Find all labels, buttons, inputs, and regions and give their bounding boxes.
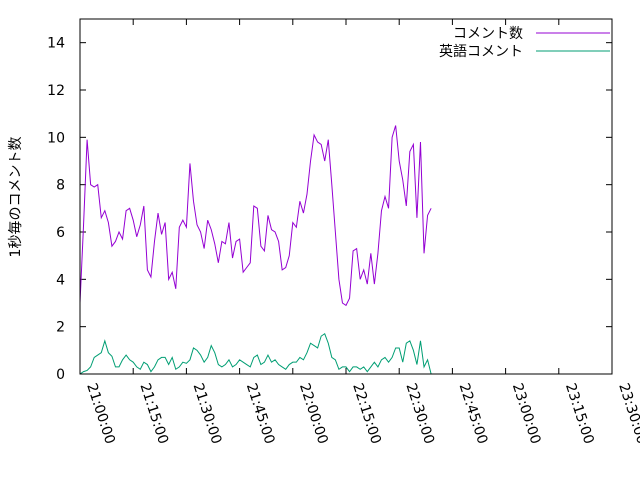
legend-label: コメント数 — [453, 26, 523, 42]
y-tick-label: 12 — [47, 83, 65, 99]
series-lines — [79, 125, 432, 375]
y-tick-label: 14 — [47, 36, 65, 52]
x-tick-label: 21:45:00 — [243, 381, 278, 446]
x-tick-label: 23:15:00 — [562, 381, 597, 446]
y-tick-label: 8 — [56, 178, 65, 194]
x-tick-label: 22:00:00 — [296, 381, 331, 446]
y-tick-label: 0 — [56, 367, 65, 383]
series-line — [79, 333, 432, 375]
y-tick-label: 4 — [56, 272, 65, 288]
x-tick-label: 21:30:00 — [190, 381, 225, 446]
x-tick-label: 22:30:00 — [402, 381, 437, 446]
x-tick-label: 23:00:00 — [509, 381, 544, 446]
x-tick-label: 22:45:00 — [456, 381, 491, 446]
x-tick-label: 22:15:00 — [349, 381, 384, 446]
y-tick-label: 10 — [47, 130, 65, 146]
y-tick-label: 2 — [56, 320, 65, 336]
plot-frame — [79, 18, 613, 375]
legend-label: 英語コメント — [439, 43, 523, 60]
x-tick-label: 23:30:00 — [615, 381, 640, 446]
y-tick-label: 6 — [56, 225, 65, 241]
x-tick-label: 21:15:00 — [136, 381, 171, 446]
series-line — [79, 125, 432, 307]
y-axis-label: 1秒毎のコメント数 — [8, 137, 24, 258]
x-tick-label: 21:00:00 — [83, 381, 118, 446]
